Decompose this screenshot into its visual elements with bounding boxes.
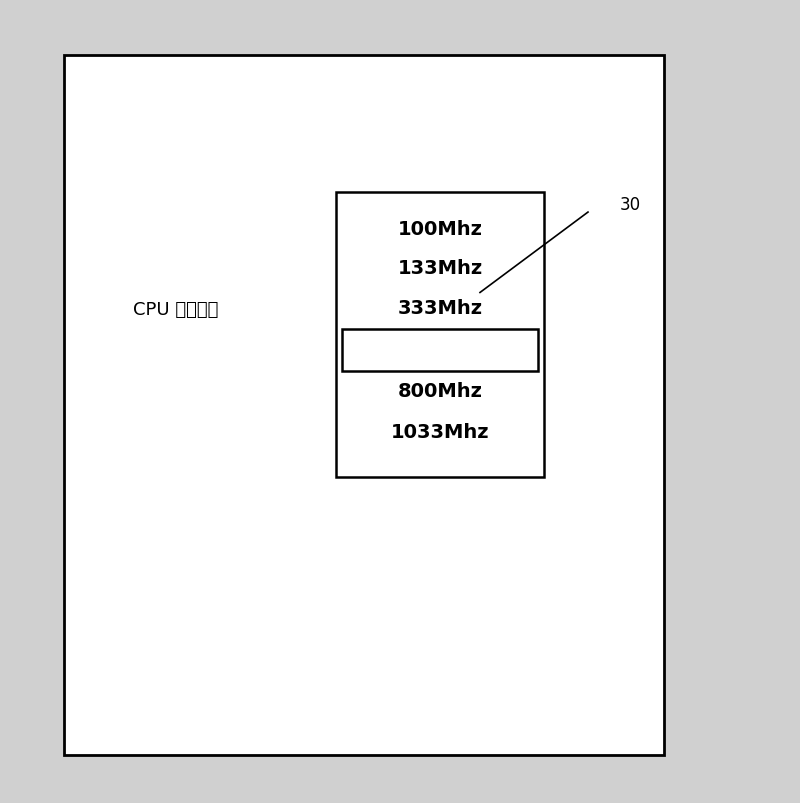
Bar — [64, 56, 664, 755]
Bar — [342, 330, 538, 372]
Bar — [336, 193, 544, 478]
Text: 500Mhz: 500Mhz — [398, 341, 482, 361]
Text: 30: 30 — [620, 196, 641, 214]
Text: CPU 超频频率: CPU 超频频率 — [134, 300, 218, 318]
Text: 800Mhz: 800Mhz — [398, 381, 482, 401]
Text: 133Mhz: 133Mhz — [398, 259, 482, 278]
Text: 100Mhz: 100Mhz — [398, 219, 482, 238]
Text: 1033Mhz: 1033Mhz — [390, 422, 490, 442]
Text: 333Mhz: 333Mhz — [398, 299, 482, 318]
